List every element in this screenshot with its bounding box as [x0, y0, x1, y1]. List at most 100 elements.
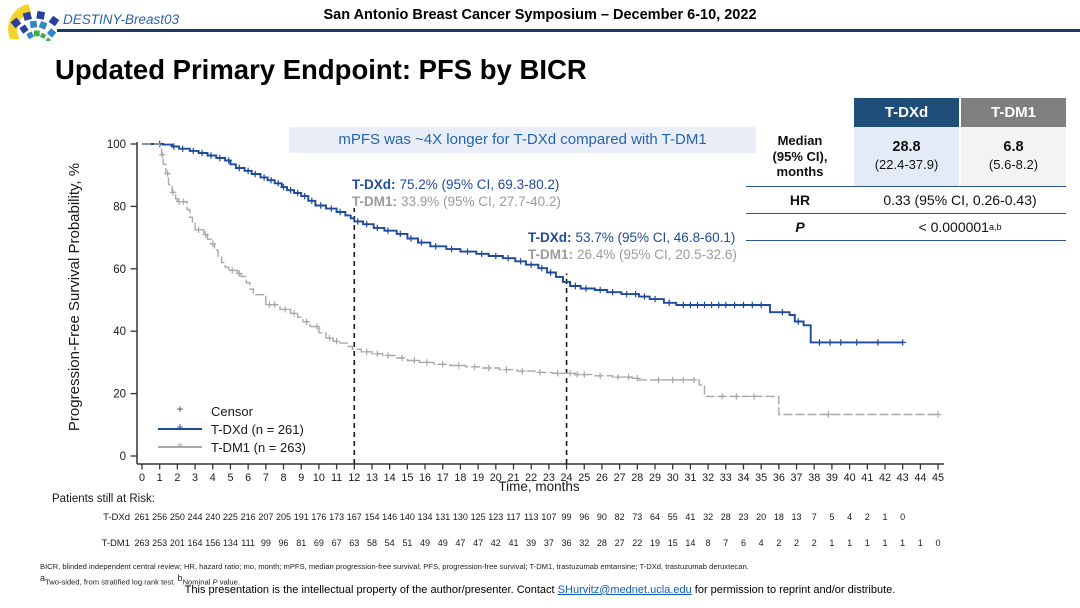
tdm1-label: T-DM1:: [528, 246, 573, 262]
hr-value: 0.33 (95% CI, 0.26-0.43): [883, 191, 1037, 208]
svg-text:19: 19: [472, 472, 484, 484]
svg-text:41: 41: [508, 538, 518, 548]
summary-table: T-DXd T-DM1 Median (95% CI), months 28.8…: [746, 98, 1066, 241]
svg-text:54: 54: [385, 538, 395, 548]
svg-text:58: 58: [367, 538, 377, 548]
svg-text:43: 43: [897, 472, 909, 484]
contact-email-link[interactable]: SHurvitz@mednet.ucla.edu: [557, 584, 692, 596]
svg-text:5: 5: [227, 472, 233, 484]
svg-text:23: 23: [738, 512, 748, 522]
tdxd-24mo-value: 53.7% (95% CI, 46.8-60.1): [575, 230, 736, 245]
svg-text:13: 13: [366, 472, 378, 484]
col-header-tdm1: T-DM1: [959, 98, 1066, 127]
svg-text:35: 35: [755, 472, 767, 484]
abbreviations-footnote: BICR, blinded independent central review…: [40, 562, 749, 571]
svg-text:107: 107: [541, 512, 556, 522]
statistics-footnote: aTwo-sided, from stratified log rank tes…: [40, 573, 240, 587]
svg-text:164: 164: [188, 538, 203, 548]
svg-text:18: 18: [454, 472, 466, 484]
svg-text:2: 2: [812, 538, 817, 548]
svg-text:42: 42: [879, 472, 891, 484]
landmark-12mo-annotation: T-DXd: 75.2% (95% CI, 69.3-80.2) T-DM1: 33…: [352, 177, 561, 210]
empty-cell: [746, 98, 854, 127]
svg-text:146: 146: [382, 512, 397, 522]
svg-text:10: 10: [313, 472, 325, 484]
svg-text:256: 256: [152, 512, 167, 522]
svg-text:40: 40: [113, 326, 126, 338]
risk-table-title: Patients still at Risk:: [52, 493, 155, 505]
svg-text:73: 73: [632, 512, 642, 522]
svg-text:6: 6: [245, 472, 251, 484]
svg-text:19: 19: [650, 538, 660, 548]
svg-text:28: 28: [597, 538, 607, 548]
chart-legend: + Censor + T-DXd (n = 261) + T-DM1 (n = …: [158, 402, 306, 456]
svg-text:15: 15: [401, 472, 413, 484]
table-divider: [746, 212, 1066, 214]
median-row-label: Median (95% CI), months: [772, 133, 828, 179]
svg-text:5: 5: [829, 512, 834, 522]
svg-text:191: 191: [294, 512, 309, 522]
svg-text:1: 1: [882, 512, 887, 522]
svg-text:0: 0: [936, 538, 941, 548]
svg-text:30: 30: [667, 472, 679, 484]
svg-text:20: 20: [490, 472, 502, 484]
tdm1-line-icon: +: [158, 438, 202, 454]
svg-text:24: 24: [561, 472, 573, 484]
tdm1-12mo-value: 33.9% (95% CI, 27.7-40.2): [401, 193, 561, 209]
svg-text:45: 45: [932, 472, 944, 484]
svg-text:21: 21: [507, 472, 519, 484]
svg-text:16: 16: [419, 472, 431, 484]
svg-text:2: 2: [776, 538, 781, 548]
svg-text:250: 250: [170, 512, 185, 522]
svg-text:27: 27: [615, 538, 625, 548]
svg-text:99: 99: [562, 512, 572, 522]
legend-tdxd-label: T-DXd (n = 261): [211, 421, 304, 437]
svg-text:0: 0: [120, 451, 126, 463]
svg-text:140: 140: [400, 512, 415, 522]
svg-text:113: 113: [524, 512, 538, 522]
svg-text:9: 9: [298, 472, 304, 484]
svg-text:244: 244: [188, 512, 203, 522]
svg-text:13: 13: [792, 512, 802, 522]
svg-text:261: 261: [134, 512, 149, 522]
svg-text:240: 240: [205, 512, 220, 522]
svg-text:134: 134: [418, 512, 433, 522]
svg-text:18: 18: [774, 512, 784, 522]
svg-text:22: 22: [525, 472, 537, 484]
svg-text:32: 32: [579, 538, 589, 548]
svg-text:2: 2: [174, 472, 180, 484]
svg-text:T-DM1: T-DM1: [102, 538, 131, 549]
svg-text:205: 205: [276, 512, 291, 522]
svg-text:6: 6: [741, 538, 746, 548]
svg-text:1: 1: [829, 538, 834, 548]
key-message-banner: mPFS was ~4X longer for T-DXd compared w…: [289, 127, 756, 153]
svg-text:12: 12: [348, 472, 360, 484]
svg-text:134: 134: [223, 538, 238, 548]
svg-text:2: 2: [865, 512, 870, 522]
svg-text:167: 167: [347, 512, 362, 522]
svg-text:1: 1: [900, 538, 905, 548]
svg-text:7: 7: [263, 472, 269, 484]
svg-text:11: 11: [331, 472, 342, 484]
svg-text:225: 225: [223, 512, 238, 522]
svg-text:37: 37: [791, 472, 803, 484]
svg-text:4: 4: [847, 512, 852, 522]
svg-text:201: 201: [170, 538, 185, 548]
svg-text:T-DXd: T-DXd: [103, 512, 130, 523]
y-axis-label: Progression-Free Survival Probability, %: [66, 162, 83, 432]
hr-row-label: HR: [789, 191, 811, 208]
svg-text:20: 20: [113, 389, 126, 401]
svg-text:80: 80: [113, 201, 126, 213]
svg-text:8: 8: [706, 538, 711, 548]
svg-text:36: 36: [562, 538, 572, 548]
svg-text:0: 0: [139, 472, 145, 484]
svg-text:100: 100: [107, 139, 126, 151]
tdm1-label: T-DM1:: [352, 193, 397, 209]
svg-text:125: 125: [471, 512, 486, 522]
svg-text:253: 253: [152, 538, 167, 548]
svg-text:4: 4: [210, 472, 216, 484]
legend-tdm1: + T-DM1 (n = 263): [158, 438, 306, 456]
symposium-title: San Antonio Breast Cancer Symposium – De…: [323, 7, 757, 23]
